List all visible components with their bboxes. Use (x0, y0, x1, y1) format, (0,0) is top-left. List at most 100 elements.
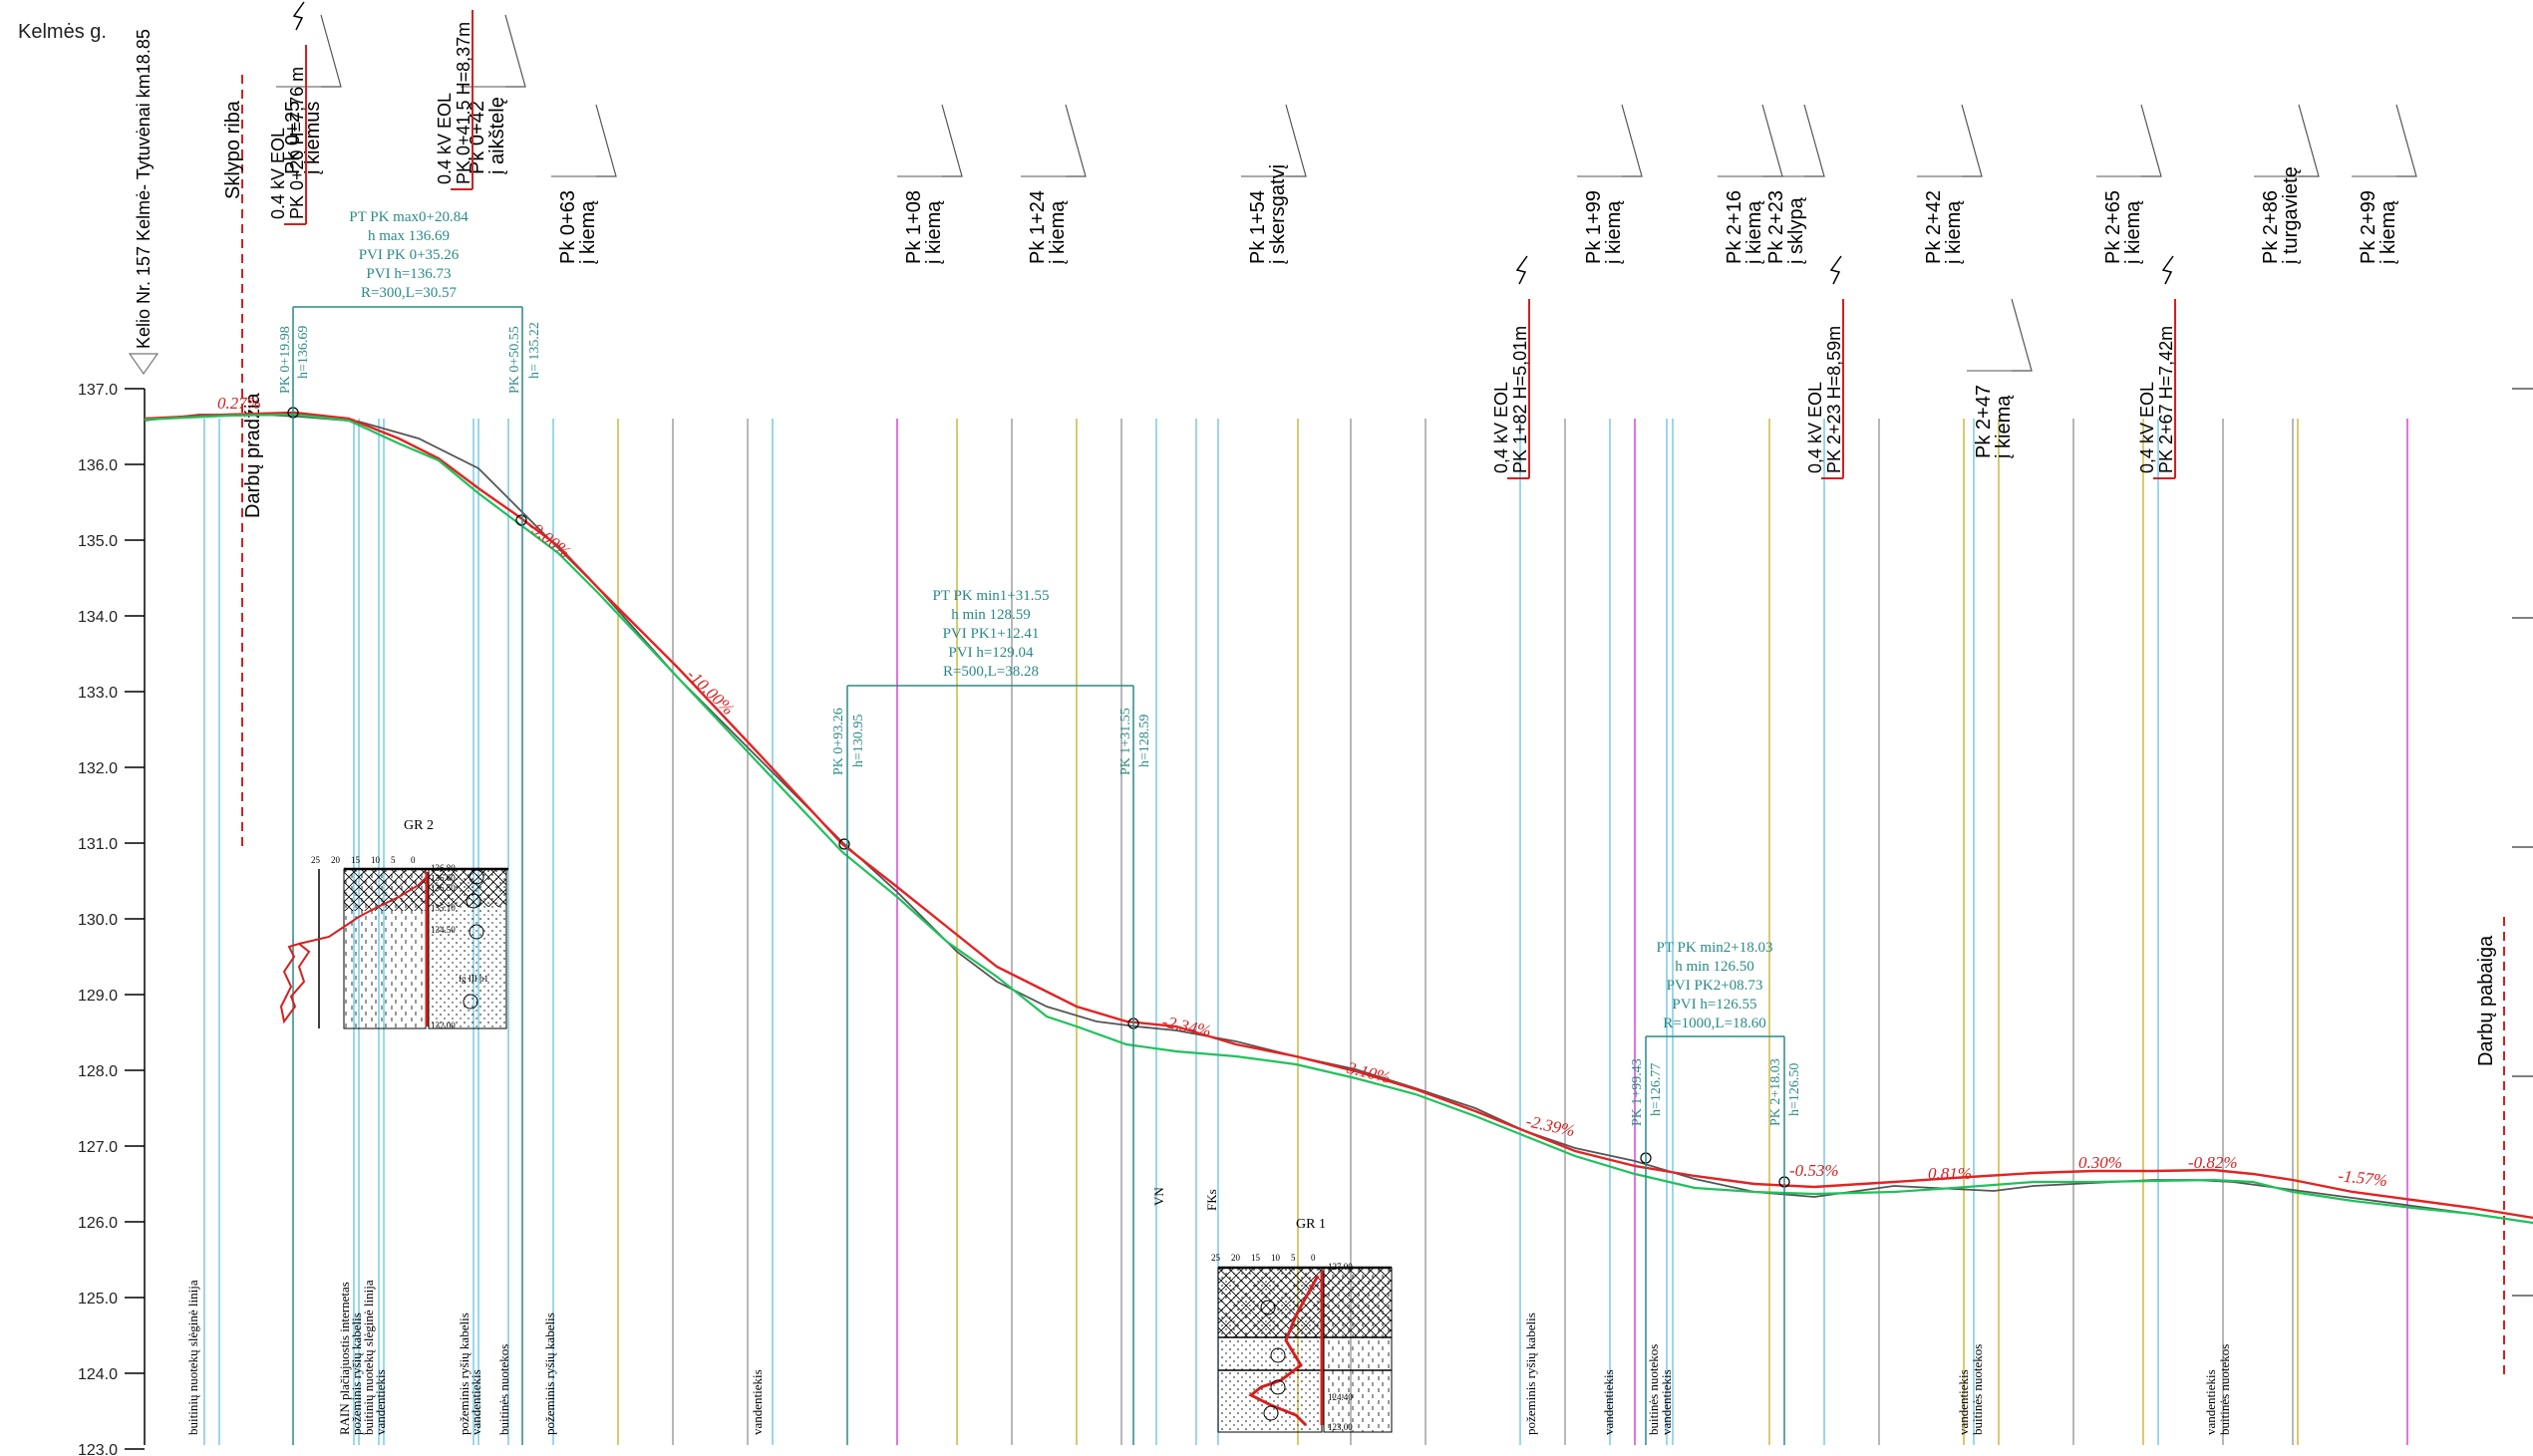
utility-label: vandentiekis (1601, 1369, 1616, 1435)
elevation-tick-label: 126.0 (78, 1215, 118, 1232)
station-marker: Pk 2+99į kiemą (2352, 104, 2417, 264)
station-direction: į kiemą (1603, 200, 1625, 264)
elevation-tick-label: 136.0 (78, 457, 118, 474)
elevation-tick-label: 137.0 (78, 382, 118, 399)
street-name: Kelmės g. (18, 21, 107, 43)
borehole-level: 136.60 (431, 873, 456, 883)
station-pk: Pk 1+99 (1583, 190, 1605, 264)
elevation-axis: 137.0 136.0 135.0 134.0 133.0 132.0 131.0 130.0… (78, 382, 146, 1456)
road-label: Kelio Nr. 157 Kelmė- Tytuvėnai km18.85 (134, 29, 154, 349)
utility-label: vandentiekis (750, 1369, 765, 1435)
vertical-curve-1: PT PK max0+20.84 h max 136.69 PVI PK 0+3… (278, 209, 542, 1445)
curve-info-line: PVI PK1+12.41 (943, 626, 1040, 642)
curve-start-height: h=130.95 (851, 715, 866, 767)
station-pk: Pk 0+25 (282, 101, 304, 174)
curve-info-line: h min 126.50 (1675, 959, 1754, 975)
power-line-position: PK 1+82 H=5,01m (1510, 326, 1530, 473)
power-line-voltage: 0,4 kV EOL (1491, 382, 1511, 473)
elevation-tick-label: 132.0 (78, 760, 118, 777)
curve-info-line: PVI h=136.73 (366, 266, 451, 282)
elevation-tick-label: 133.0 (78, 685, 118, 702)
station-direction: į kiemą (1047, 200, 1069, 264)
power-line-crossing: 0.4 kV EOL PK 0+20 H=7,76 m (268, 1, 307, 225)
borehole-level: 124.40 (1328, 1392, 1353, 1402)
station-pk: Pk 1+54 (1247, 190, 1269, 264)
station-pk: Pk 2+23 (1765, 190, 1787, 264)
plot-boundary-label: Sklypo riba (222, 100, 244, 199)
power-line-voltage: 0,4 kV EOL (1805, 382, 1825, 473)
utility-label: požeminis ryšių kabelis (349, 1312, 364, 1435)
borehole-scale-label: 20 (331, 855, 341, 865)
utility-label: buitinių nuotekų slėginė linija (361, 1280, 376, 1435)
pvi-point (838, 838, 850, 850)
curve-info-line: h min 128.59 (951, 607, 1031, 623)
curve-info-line: PVI h=129.04 (948, 645, 1034, 661)
borehole-scale-label: 10 (371, 855, 381, 865)
borehole-level: 127.00 (1328, 1262, 1353, 1272)
work-end-marker: Darbų pabaiga (2475, 917, 2505, 1375)
borehole-name: GR 1 (1296, 1217, 1326, 1232)
borehole-scale-label: 15 (1251, 1253, 1261, 1263)
curve-info-line: R=300,L=30.57 (361, 285, 458, 301)
utility-label: požeminis ryšių kabelis (457, 1312, 472, 1435)
station-marker: Pk 0+25į kiemus (276, 14, 342, 174)
borehole-scale-label: 15 (351, 855, 361, 865)
borehole-name: GR 2 (404, 818, 434, 833)
borehole-level: 123.00 (1328, 1422, 1353, 1432)
existing-ground-line (144, 414, 2533, 1224)
utility-labels: buitinių nuotekų slėginė linija RAIN plač… (185, 1187, 2232, 1435)
station-pk: Pk 1+24 (1027, 190, 1049, 264)
station-marker: Pk 1+54į skersgatvį (1241, 104, 1307, 264)
curve-info-line: PVI PK 0+35.26 (359, 247, 460, 263)
station-direction: į kiemus (302, 102, 324, 174)
curve-info-line: PT PK max0+20.84 (349, 209, 469, 225)
utility-label: vandentiekis (469, 1369, 483, 1435)
station-marker: Pk 1+08į kiemą (897, 104, 963, 264)
curve-end-station: PK 1+31.55 (1118, 708, 1133, 775)
power-line-crossing: 0,4 kV EOL PK 1+82 H=5,01m (1491, 255, 1530, 479)
vertical-curve-3: PT PK min2+18.03 h min 126.50 PVI PK2+08… (1630, 940, 1802, 1445)
curve-info-line: PT PK min1+31.55 (933, 588, 1050, 604)
elevation-tick-label: 134.0 (78, 609, 118, 626)
power-line-position: PK 2+23 H=8,59m (1824, 326, 1844, 473)
borehole-scale-label: 25 (1211, 1253, 1221, 1263)
curve-info-line: PVI h=126.55 (1672, 997, 1756, 1013)
station-pk: Pk 2+16 (1724, 190, 1745, 264)
curve-info-line: PVI PK2+08.73 (1667, 978, 1763, 994)
curve-end-height: h=128.59 (1137, 715, 1152, 767)
station-pk: Pk 0+63 (557, 190, 579, 264)
utility-label: vandentiekis (2203, 1369, 2218, 1435)
utility-label: vandentiekis (1659, 1369, 1674, 1435)
work-end-label: Darbų pabaiga (2475, 935, 2497, 1066)
curve-info-line: R=500,L=38.28 (943, 664, 1039, 680)
utility-label: buitinės nuotekos (2217, 1344, 2232, 1435)
station-marker: Pk 2+65į kiemą (2096, 104, 2162, 264)
utility-label: VN (1151, 1187, 1166, 1206)
station-pk: Pk 2+42 (1923, 190, 1945, 264)
curve-start-station: PK 1+99.43 (1630, 1058, 1645, 1126)
utility-label: FKs (1204, 1189, 1219, 1211)
curve-info-line: PT PK min2+18.03 (1657, 940, 1773, 956)
power-line-position: PK 0+41.5 H=8,37m (454, 22, 474, 184)
station-direction: į kiemą (1993, 395, 2015, 458)
station-pk: Pk 2+86 (2260, 190, 2282, 264)
utility-label: buitinės nuotekos (496, 1344, 511, 1435)
power-line-voltage: 0,4 kV EOL (2137, 382, 2157, 473)
borehole-level: 132.00 (431, 1020, 456, 1030)
station-direction: į kiemą (577, 200, 599, 264)
vertical-curve-2: PT PK min1+31.55 h min 128.59 PVI PK1+12… (831, 588, 1152, 1445)
elevation-tick-label: 135.0 (78, 533, 118, 550)
curve-start-height: h=126.77 (1649, 1063, 1664, 1116)
curve-end-station: PK 2+18.03 (1768, 1058, 1783, 1126)
borehole-level: 134.50 (431, 925, 456, 935)
borehole-scale-label: 25 (311, 855, 321, 865)
elevation-tick-label: 130.0 (78, 912, 118, 929)
grade-label: -0.53% (1789, 1161, 1839, 1180)
elevation-tick-label: 124.0 (78, 1366, 118, 1383)
power-line-crossing: 0.4 kV EOL PK 0+41.5 H=8,37m (435, 10, 474, 190)
station-direction: į kiemą (1943, 200, 1965, 264)
curve-info-line: h max 136.69 (368, 228, 450, 244)
grade-label: 0.81% (1928, 1164, 1972, 1183)
station-marker: Pk 2+23į sklypą (1759, 104, 1825, 264)
